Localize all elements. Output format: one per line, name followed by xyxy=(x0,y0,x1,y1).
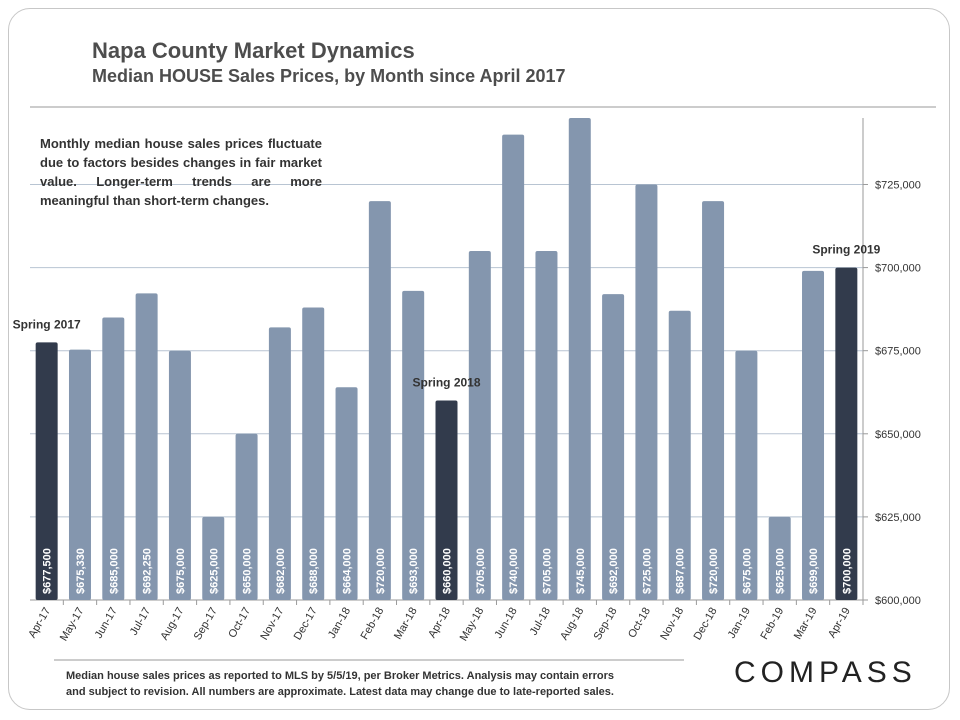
bar xyxy=(802,270,825,600)
bar xyxy=(102,317,125,600)
bar-value-label: $740,000 xyxy=(508,548,520,594)
x-tick-label: Jun-17 xyxy=(93,606,120,641)
bar xyxy=(502,134,525,600)
bar-value-label: $720,000 xyxy=(375,548,387,594)
bar-value-label: $725,000 xyxy=(641,548,653,594)
x-tick-label: Apr-18 xyxy=(426,606,453,641)
chart-note: Monthly median house sales prices fluctu… xyxy=(40,136,322,208)
bar-value-label: $625,000 xyxy=(208,548,220,594)
bar xyxy=(202,516,225,600)
x-tick-label: Jan-19 xyxy=(726,606,753,641)
y-tick-label: $700,000 xyxy=(875,263,921,275)
bar xyxy=(168,350,191,600)
bar xyxy=(468,250,491,600)
bar xyxy=(135,293,158,600)
x-tick-label: Aug-17 xyxy=(158,606,186,643)
bar xyxy=(68,349,91,600)
x-tick-label: Jun-18 xyxy=(493,606,520,641)
footnote-line-1: Median house sales prices as reported to… xyxy=(66,670,614,682)
x-tick-label: Aug-18 xyxy=(558,606,586,643)
x-tick-label: Jul-17 xyxy=(128,606,153,638)
x-tick-label: Jul-18 xyxy=(528,606,553,638)
bar-value-label: $675,330 xyxy=(75,548,87,594)
x-tick-label: Apr-19 xyxy=(826,606,853,641)
bar-value-label: $692,000 xyxy=(608,548,620,594)
bar xyxy=(702,201,725,600)
bar xyxy=(235,433,258,600)
footnote-line-2: and subject to revision. All numbers are… xyxy=(66,686,614,698)
bar-value-label: $625,000 xyxy=(775,548,787,594)
bar-value-label: $700,000 xyxy=(841,548,853,594)
bar xyxy=(35,342,58,600)
footnote: Median house sales prices as reported to… xyxy=(66,668,676,700)
x-tick-label: Feb-18 xyxy=(359,606,387,642)
x-tick-label: Dec-17 xyxy=(292,606,320,643)
x-tick-label: May-18 xyxy=(458,606,487,644)
compass-logo: COMPASS xyxy=(734,656,917,689)
x-tick-label: Mar-19 xyxy=(792,606,820,642)
bar xyxy=(635,184,658,600)
y-tick-label: $675,000 xyxy=(875,346,921,358)
bar-value-label: $650,000 xyxy=(242,548,254,594)
bar-value-label: $699,000 xyxy=(808,548,820,594)
bar xyxy=(602,294,625,600)
bar xyxy=(368,201,391,600)
x-tick-label: Nov-17 xyxy=(258,606,286,643)
x-tick-label: Oct-17 xyxy=(226,606,253,641)
bar-value-label: $682,000 xyxy=(275,548,287,594)
page-subtitle: Median HOUSE Sales Prices, by Month sinc… xyxy=(92,66,566,86)
bar-value-label: $720,000 xyxy=(708,548,720,594)
bar xyxy=(568,118,591,600)
bar-annotation: Spring 2017 xyxy=(13,317,81,331)
bar xyxy=(402,290,425,600)
bar xyxy=(835,267,858,600)
bar xyxy=(268,327,291,600)
x-tick-label: Sep-18 xyxy=(592,606,620,643)
bar xyxy=(668,310,691,600)
bar xyxy=(535,250,558,600)
y-tick-label: $600,000 xyxy=(875,595,921,607)
page-title: Napa County Market Dynamics xyxy=(92,38,415,63)
x-tick-label: Mar-18 xyxy=(392,606,420,642)
bar-annotation: Spring 2019 xyxy=(812,243,880,257)
x-tick-label: Sep-17 xyxy=(192,606,220,643)
bar-value-label: $660,000 xyxy=(442,548,454,594)
bar-value-label: $745,000 xyxy=(575,548,587,594)
bar-value-label: $664,000 xyxy=(342,548,354,594)
x-tick-label: Dec-18 xyxy=(692,606,720,643)
y-tick-label: $625,000 xyxy=(875,512,921,524)
bar-value-label: $692,250 xyxy=(142,548,154,594)
y-tick-label: $650,000 xyxy=(875,429,921,441)
bar-value-label: $675,000 xyxy=(741,548,753,594)
bar-value-label: $687,000 xyxy=(675,548,687,594)
x-tick-label: Feb-19 xyxy=(758,606,786,642)
x-tick-label: Nov-18 xyxy=(658,606,686,643)
bar-value-label: $688,000 xyxy=(308,548,320,594)
bar xyxy=(302,307,325,600)
y-tick-label: $725,000 xyxy=(875,179,921,191)
bar xyxy=(735,350,758,600)
bar-value-label: $677,500 xyxy=(42,548,54,594)
bar-value-label: $685,000 xyxy=(108,548,120,594)
bar-value-label: $693,000 xyxy=(408,548,420,594)
bar xyxy=(335,387,358,600)
x-tick-label: Apr-17 xyxy=(26,606,53,641)
bar-value-label: $705,000 xyxy=(541,548,553,594)
bar xyxy=(435,400,458,600)
bar-value-label: $705,000 xyxy=(475,548,487,594)
bar-annotation: Spring 2018 xyxy=(412,376,480,390)
x-tick-label: Oct-18 xyxy=(626,606,653,641)
x-tick-label: May-17 xyxy=(58,606,87,644)
x-tick-label: Jan-18 xyxy=(326,606,353,641)
bar-value-label: $675,000 xyxy=(175,548,187,594)
bar xyxy=(768,516,791,600)
